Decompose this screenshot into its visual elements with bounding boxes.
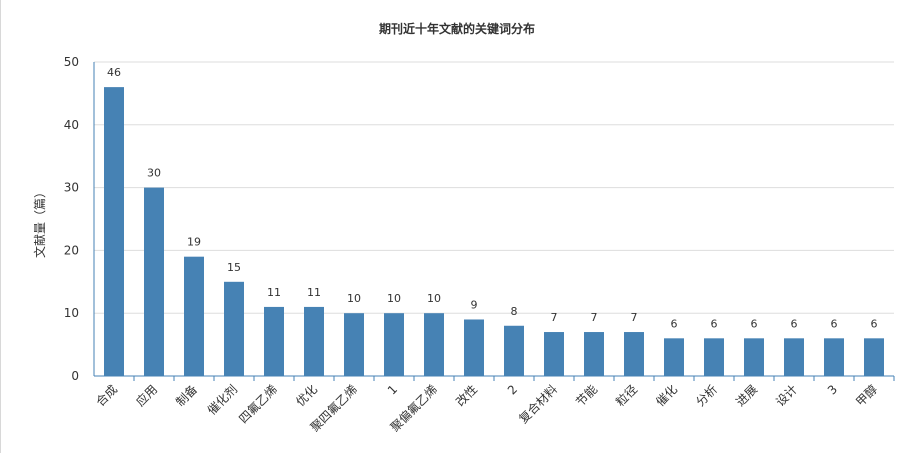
y-tick-label: 10 xyxy=(64,306,79,320)
chart-title: 期刊近十年文献的关键词分布 xyxy=(378,22,535,36)
x-tick-label: 进展 xyxy=(733,382,760,409)
x-tick-label: 2 xyxy=(505,382,520,397)
x-tick-label: 设计 xyxy=(773,382,800,409)
x-tick-label: 优化 xyxy=(293,382,320,409)
bar xyxy=(144,187,164,376)
bar-value-label: 15 xyxy=(227,261,241,274)
bar-value-label: 30 xyxy=(147,167,161,180)
bar xyxy=(384,313,404,376)
bar xyxy=(184,256,204,376)
y-tick-label: 0 xyxy=(71,369,79,383)
bar xyxy=(784,338,804,376)
bar-value-label: 7 xyxy=(591,311,598,324)
bar xyxy=(864,338,884,376)
x-tick-label: 3 xyxy=(825,382,840,397)
bar-value-label: 6 xyxy=(711,317,718,330)
x-tick-label: 甲醇 xyxy=(853,382,881,410)
bar xyxy=(424,313,444,376)
bar xyxy=(344,313,364,376)
y-tick-label: 40 xyxy=(64,118,79,132)
bar-value-label: 6 xyxy=(871,317,878,330)
y-tick-label: 30 xyxy=(64,181,79,195)
bar xyxy=(504,325,524,376)
x-tick-label: 催化 xyxy=(653,382,680,409)
bar-value-label: 10 xyxy=(427,292,441,305)
y-tick-label: 20 xyxy=(64,243,79,257)
x-tick-label: 分析 xyxy=(693,382,720,409)
x-tick-label: 应用 xyxy=(133,382,161,410)
bar xyxy=(584,332,604,376)
x-tick-label: 催化剂 xyxy=(204,382,240,418)
bar xyxy=(464,319,484,376)
bar-value-label: 19 xyxy=(187,236,201,249)
bar xyxy=(264,306,284,376)
bar-value-label: 6 xyxy=(751,317,758,330)
bar xyxy=(544,332,564,376)
bar-value-label: 11 xyxy=(307,286,321,299)
x-tick-label: 粒径 xyxy=(613,382,641,410)
bar xyxy=(304,306,324,376)
bar xyxy=(104,87,124,377)
bar-value-label: 6 xyxy=(791,317,798,330)
bar xyxy=(704,338,724,376)
bar xyxy=(224,281,244,376)
x-tick-label: 改性 xyxy=(453,382,480,409)
y-tick-label: 50 xyxy=(64,55,79,69)
bar-value-label: 9 xyxy=(471,298,478,311)
bar-value-label: 46 xyxy=(107,66,121,79)
x-tick-label: 四氟乙烯 xyxy=(236,382,280,426)
bar-value-label: 7 xyxy=(551,311,558,324)
bar xyxy=(824,338,844,376)
bar xyxy=(664,338,684,376)
bar-value-label: 6 xyxy=(831,317,838,330)
x-tick-label: 复合材料 xyxy=(516,382,561,427)
x-tick-label: 制备 xyxy=(173,382,200,409)
x-tick-label: 1 xyxy=(385,382,400,397)
bar-value-label: 11 xyxy=(267,286,281,299)
bar-value-label: 10 xyxy=(347,292,361,305)
x-tick-label: 合成 xyxy=(93,382,121,410)
bar xyxy=(624,332,644,376)
bar-value-label: 7 xyxy=(631,311,638,324)
bar-value-label: 6 xyxy=(671,317,678,330)
bar xyxy=(744,338,764,376)
x-tick-label: 节能 xyxy=(573,382,600,409)
bar-value-label: 10 xyxy=(387,292,401,305)
bar-value-label: 8 xyxy=(511,305,518,318)
